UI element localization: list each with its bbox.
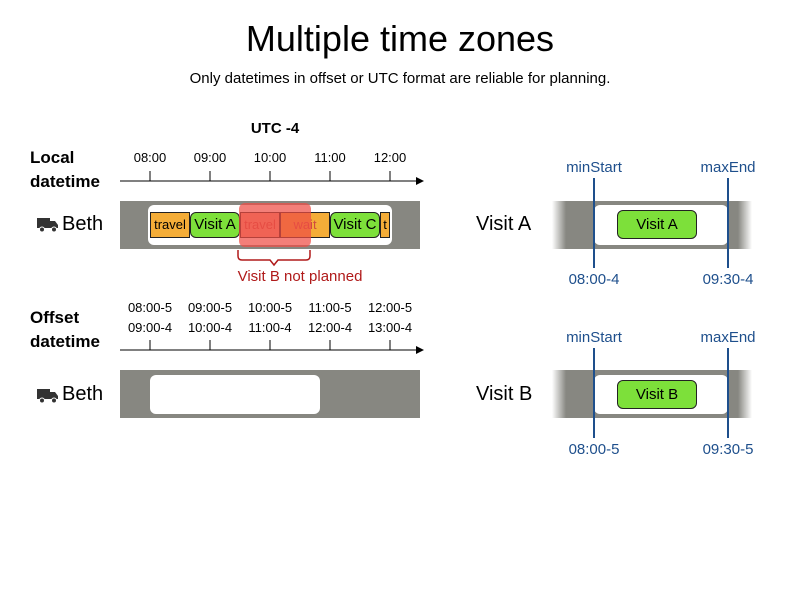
page-title: Multiple time zones xyxy=(245,18,555,59)
visit-c-block: Visit C xyxy=(330,212,380,238)
visit-a-window-block: Visit A xyxy=(617,210,697,239)
local-vehicle-label: Beth xyxy=(62,213,104,235)
offset-time-axis xyxy=(120,340,424,354)
offset-tick-label: 09:00-4 xyxy=(127,320,173,335)
local-tick-label: 09:00 xyxy=(193,150,227,165)
local-axis-title-line1: Local xyxy=(30,148,75,167)
page-subtitle: Only datetimes in offset or UTC format a… xyxy=(189,70,611,87)
visit-b-minstart-label: minStart xyxy=(566,329,622,346)
visit-a-minstart-value: 08:00-4 xyxy=(568,271,620,288)
offset-vehicle-label: Beth xyxy=(62,383,104,405)
truck-icon xyxy=(36,385,60,405)
offset-tick-label: 11:00-4 xyxy=(248,320,292,335)
offset-tick-label: 10:00-5 xyxy=(247,300,293,315)
offset-axis-title-line1: Offset xyxy=(30,308,80,327)
utc-zone-label: UTC -4 xyxy=(250,120,300,137)
offset-tick-label: 11:00-5 xyxy=(308,300,352,315)
local-tick-label: 12:00 xyxy=(373,150,407,165)
local-tick-label: 08:00 xyxy=(133,150,167,165)
visit-a-window-label: Visit A xyxy=(476,213,532,235)
local-tick-label: 10:00 xyxy=(253,150,287,165)
visit-b-error-label: Visit B not planned xyxy=(237,268,363,285)
truck-icon xyxy=(36,214,60,234)
local-time-axis xyxy=(120,171,424,185)
visit-b-window-block: Visit B xyxy=(617,380,697,409)
visit-a-minstart-label: minStart xyxy=(566,159,622,176)
local-axis-title-line2: datetime xyxy=(30,172,100,191)
visit-b-minstart-value: 08:00-5 xyxy=(568,441,620,458)
visit-a-maxend-value: 09:30-4 xyxy=(702,271,754,288)
visit-b-window-label: Visit B xyxy=(476,383,533,405)
offset-tick-label: 08:00-5 xyxy=(127,300,173,315)
visit-a-block: Visit A xyxy=(190,212,240,238)
offset-tick-label: 09:00-5 xyxy=(187,300,233,315)
offset-tick-label: 13:00-4 xyxy=(367,320,413,335)
visit-a-maxend-label: maxEnd xyxy=(700,159,756,176)
travel-segment-end: t xyxy=(380,212,390,238)
local-axis-title: Local datetime xyxy=(30,146,100,194)
offset-axis-title: Offset datetime xyxy=(30,306,100,354)
travel-segment: travel xyxy=(150,212,190,238)
visit-b-maxend-label: maxEnd xyxy=(700,329,756,346)
local-tick-label: 11:00 xyxy=(314,150,346,165)
offset-tick-label: 12:00-4 xyxy=(307,320,353,335)
offset-tick-label: 10:00-4 xyxy=(187,320,233,335)
visit-b-failure-overlay xyxy=(239,203,311,247)
offset-shift-window xyxy=(150,375,320,414)
visit-b-maxend-value: 09:30-5 xyxy=(702,441,754,458)
offset-axis-title-line2: datetime xyxy=(30,332,100,351)
offset-tick-label: 12:00-5 xyxy=(367,300,413,315)
